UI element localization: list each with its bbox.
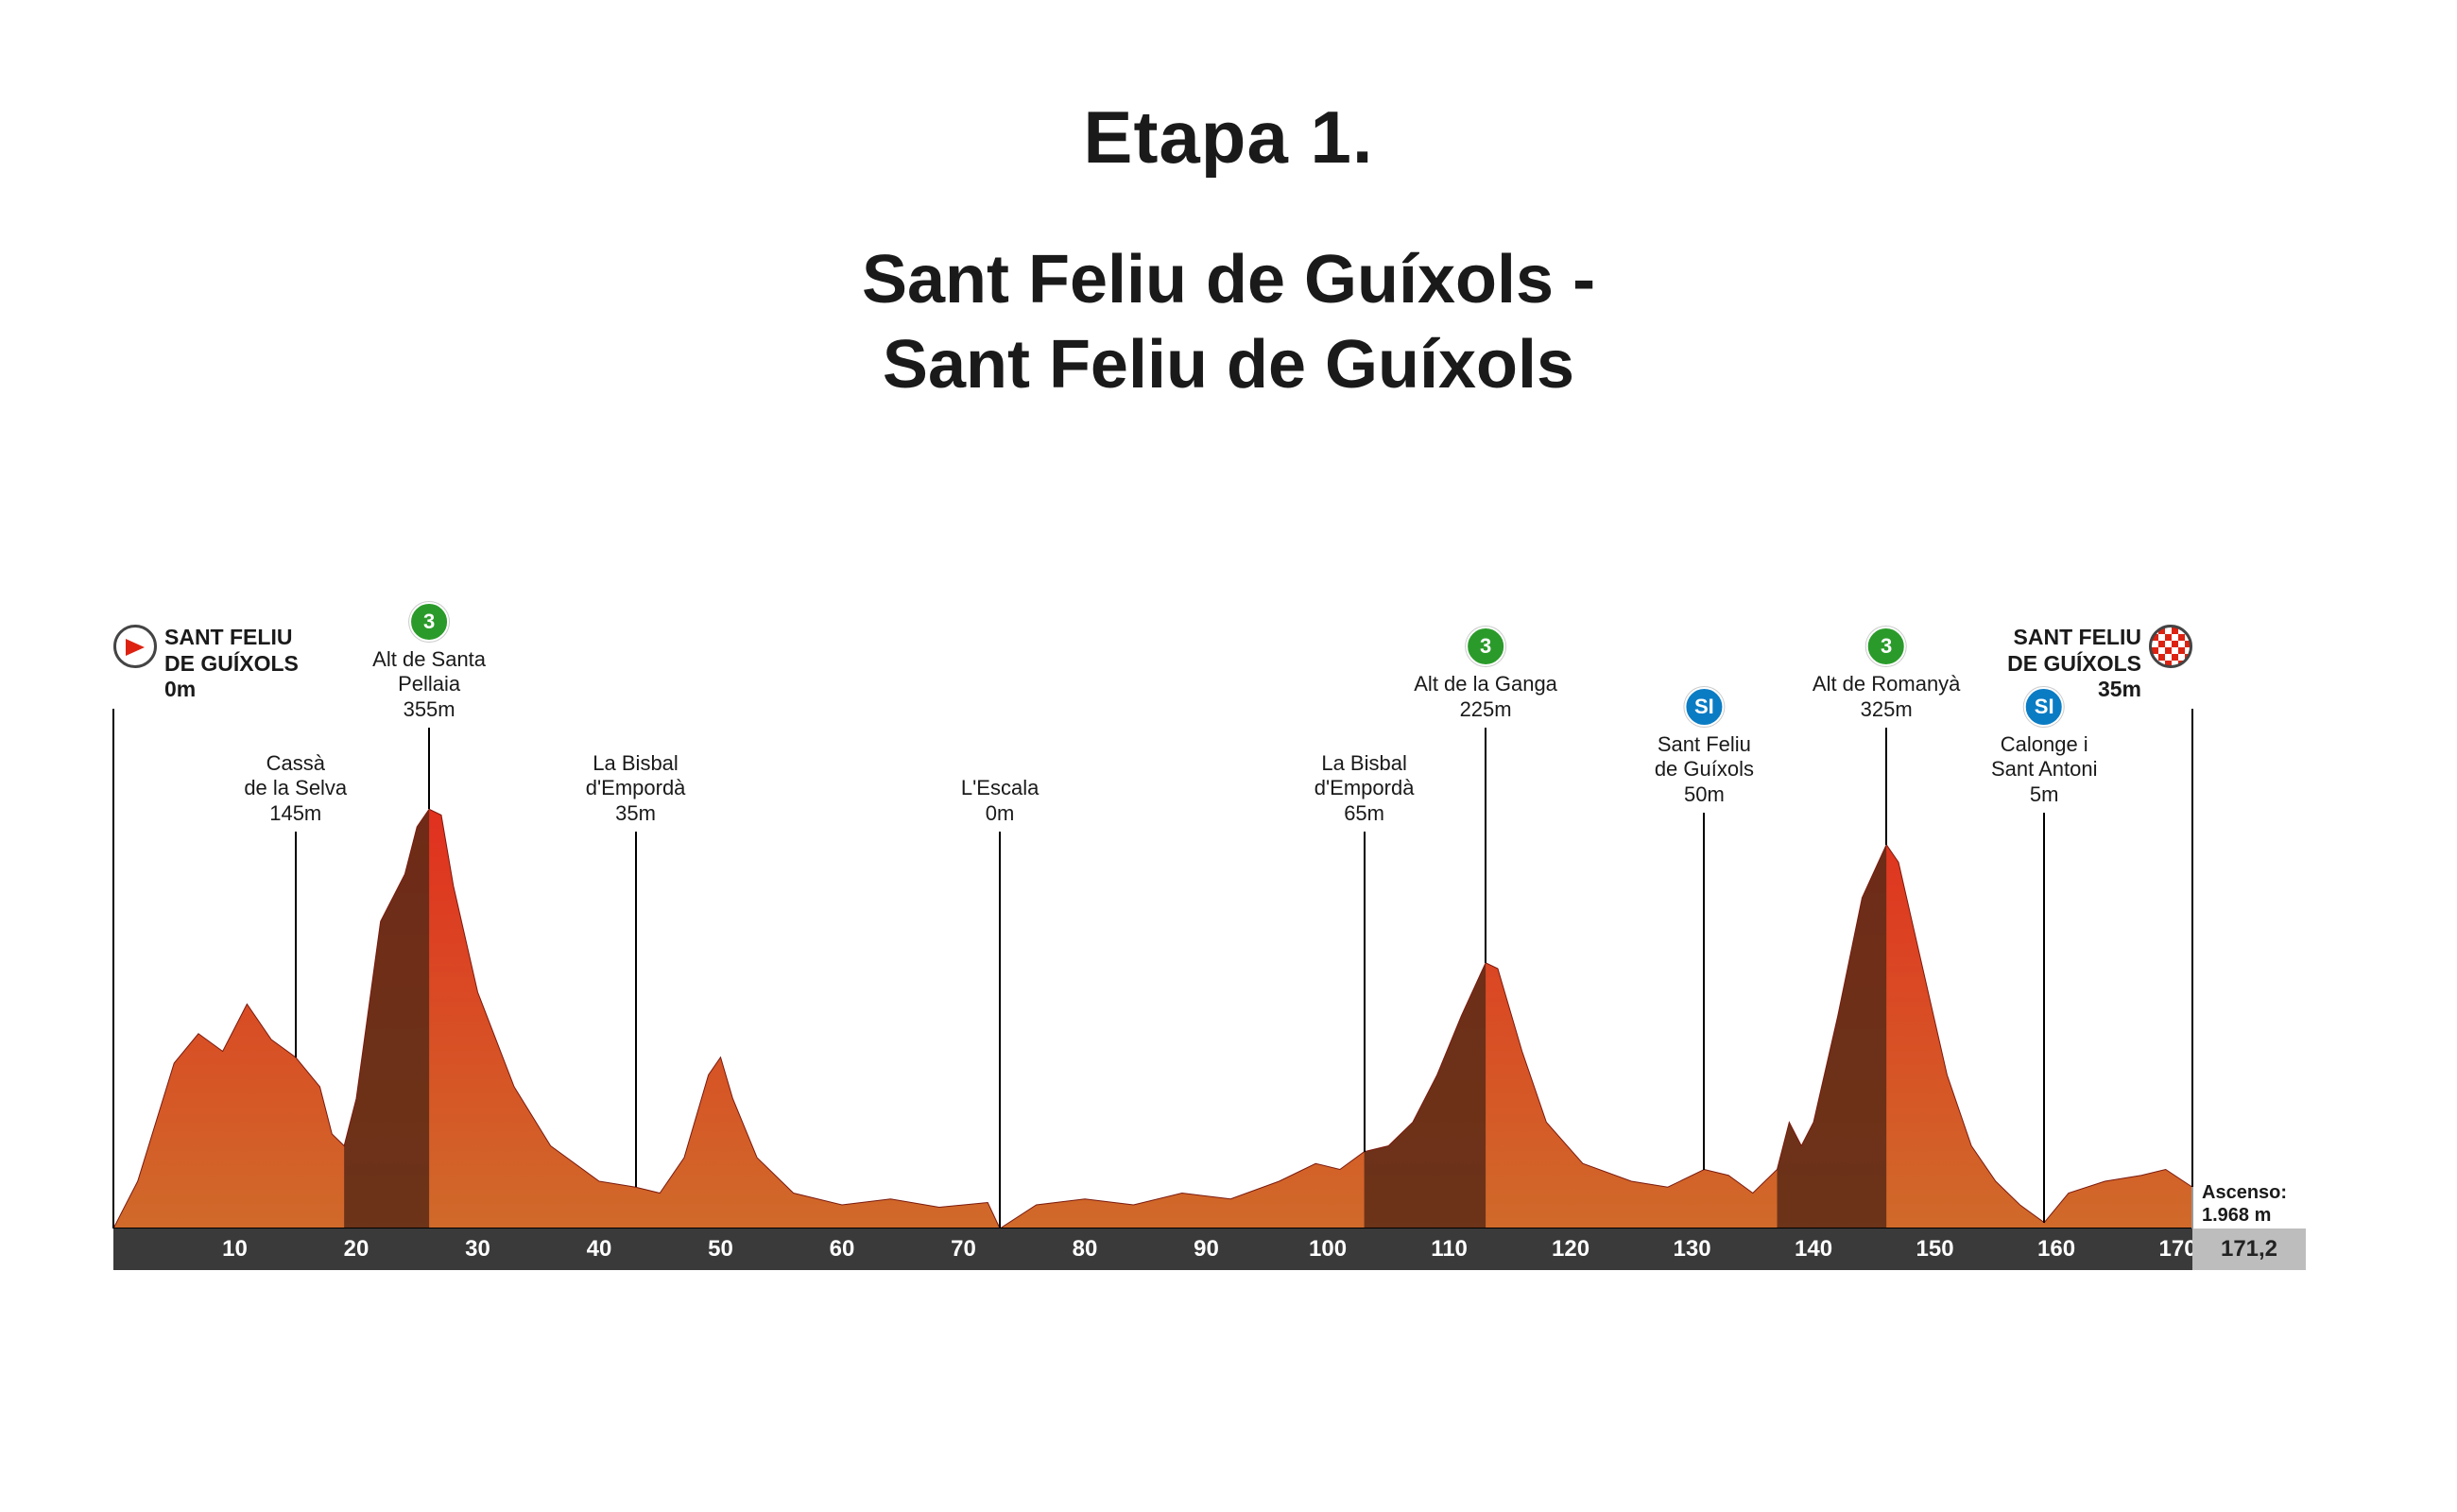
x-tick: 110 — [1431, 1236, 1468, 1263]
stage-number: Etapa 1. — [0, 94, 2457, 180]
marker-stem — [2191, 709, 2193, 1187]
stage-route: Sant Feliu de Guíxols - Sant Feliu de Gu… — [0, 237, 2457, 407]
marker-stem — [112, 709, 114, 1228]
x-tick: 170 — [2159, 1236, 2197, 1263]
x-tick: 60 — [830, 1236, 855, 1263]
climb-badge-icon: 3 — [1866, 627, 1906, 666]
x-tick: 10 — [222, 1236, 248, 1263]
route-line2: Sant Feliu de Guíxols — [0, 322, 2457, 407]
elevation-profile-svg — [113, 756, 2344, 1285]
x-tick: 150 — [1916, 1236, 1954, 1263]
x-tick: 50 — [708, 1236, 733, 1263]
x-tick: 130 — [1674, 1236, 1711, 1263]
climb-badge-icon: 3 — [1466, 627, 1505, 666]
marker-stem — [1485, 728, 1486, 963]
x-tick: 40 — [587, 1236, 612, 1263]
sprint-badge-icon: SI — [1684, 687, 1724, 727]
x-tick: 140 — [1795, 1236, 1832, 1263]
title-block: Etapa 1. Sant Feliu de Guíxols - Sant Fe… — [0, 0, 2457, 407]
elevation-chart: 10 20 30 40 50 60 70 80 90 100 110 120 130 140 150 160 1… — [113, 756, 2344, 1436]
marker-stem — [2043, 813, 2045, 1223]
ascenso-label: Ascenso: 1.968 m — [2202, 1181, 2287, 1227]
x-tick: 160 — [2037, 1236, 2075, 1263]
final-km-bar: 171,2 — [2192, 1228, 2306, 1270]
x-tick: 100 — [1309, 1236, 1347, 1263]
x-tick: 80 — [1073, 1236, 1098, 1263]
x-tick: 120 — [1552, 1236, 1589, 1263]
ascenso-value: 1.968 m — [2202, 1204, 2287, 1227]
marker-stem — [999, 832, 1001, 1228]
ascenso-text: Ascenso: — [2202, 1181, 2287, 1204]
start-flag-icon — [113, 625, 157, 668]
marker-stem — [635, 832, 637, 1187]
x-tick: 70 — [951, 1236, 976, 1263]
finish-flag-icon — [2149, 625, 2192, 668]
marker-stem — [1703, 813, 1705, 1170]
route-line1: Sant Feliu de Guíxols - — [0, 237, 2457, 322]
marker-stem — [1885, 728, 1887, 845]
x-tick: 20 — [344, 1236, 369, 1263]
x-tick: 90 — [1194, 1236, 1219, 1263]
x-axis-bar: 1020304050607080901001101201301401501601… — [113, 1228, 2192, 1270]
marker-stem — [428, 728, 430, 809]
marker-stem — [1364, 832, 1366, 1152]
climb-badge-icon: 3 — [409, 602, 449, 642]
x-tick: 30 — [465, 1236, 490, 1263]
marker-stem — [295, 832, 297, 1057]
